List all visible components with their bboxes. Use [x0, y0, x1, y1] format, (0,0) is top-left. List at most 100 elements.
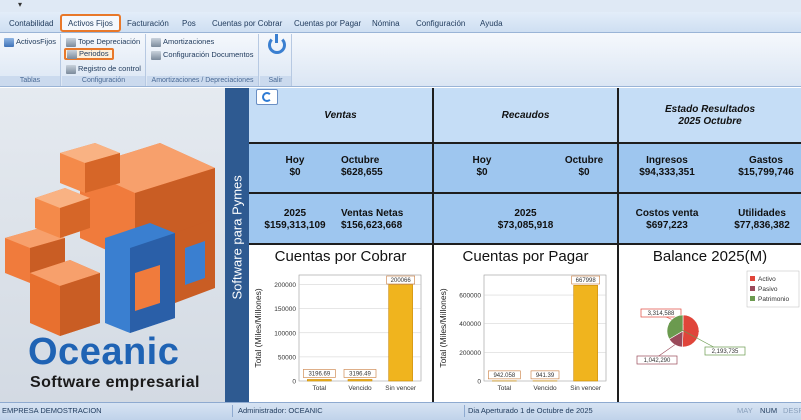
ventas-mes-label: Octubre [341, 155, 380, 166]
legend-swatch [750, 286, 755, 291]
ventas-header: Ventas [324, 110, 357, 121]
pie-data-label: 3,314,588 [648, 311, 675, 317]
registro-control-button[interactable]: Registro de control [66, 63, 141, 75]
menu-bar: Contabilidad Activos Fijos Facturación P… [0, 12, 801, 33]
cube-logo-icon [5, 143, 215, 336]
ventas-year-cell: 2025 $159,313,109 Ventas Netas $156,623,… [249, 194, 434, 245]
y-tick-label: 200000 [459, 350, 481, 357]
vertical-brand-text: Software para Pymes [229, 175, 245, 300]
status-separator [232, 405, 233, 417]
recaudos-mes-label: Octubre [564, 155, 604, 166]
bar [347, 379, 373, 382]
status-usuario: Administrador: OCEANIC [238, 406, 323, 415]
refresh-icon [262, 92, 272, 102]
ribbon-group-amortizaciones: Amortizaciones Configuración Documentos … [147, 34, 259, 86]
legend-swatch [750, 296, 755, 301]
pie-label-box [640, 308, 682, 318]
pie-label-box [704, 346, 746, 356]
pie-slice [682, 314, 700, 348]
estado-header-period: 2025 Octubre [678, 116, 742, 127]
data-label: 667998 [576, 278, 597, 284]
legend-entry: Pasivo [758, 286, 778, 293]
tab-pos[interactable]: Pos [182, 19, 196, 28]
y-tick-label: 100000 [274, 330, 296, 337]
utilidades-value: $77,836,382 [734, 220, 790, 231]
data-label-box [571, 275, 600, 285]
group-label-configuracion: Configuración [62, 76, 145, 86]
y-tick-label: 600000 [459, 293, 481, 300]
ingresos-value: $94,333,351 [639, 167, 695, 178]
activos-fijos-button[interactable]: ActivosFijos [4, 36, 56, 48]
legend-entry: Patrimonio [758, 296, 789, 303]
ventas-hoy-value: $0 [289, 167, 301, 178]
data-label: 200066 [391, 278, 412, 284]
ventas-year-value: $159,313,109 [264, 220, 326, 231]
ventas-year-label: 2025 [283, 208, 307, 219]
status-desp: DESP [783, 406, 801, 415]
data-label-box [343, 369, 377, 378]
vertical-brand-strip: Software para Pymes [225, 88, 249, 402]
ventas-header-cell: Ventas [249, 88, 434, 144]
ribbon-group-configuracion: Tope Depreciación Periodos Registro de c… [62, 34, 146, 86]
brand-name: Oceanic [28, 331, 180, 373]
ingresos-label: Ingresos [646, 155, 688, 166]
tab-ayuda[interactable]: Ayuda [480, 19, 503, 28]
group-label-amortizaciones: Amortizaciones / Depreciaciones [147, 76, 258, 86]
data-label: 3196.49 [349, 371, 371, 377]
document-icon [151, 50, 161, 60]
tab-cuentas-por-pagar[interactable]: Cuentas por Pagar [294, 19, 362, 28]
costos-value: $697,223 [646, 220, 688, 231]
y-axis-label: Total (Miles/Millones) [438, 288, 448, 368]
ribbon-group-salir: Salir [260, 34, 292, 86]
tope-depreciacion-button[interactable]: Tope Depreciación [66, 36, 140, 48]
legend-entry: Activo [758, 276, 776, 283]
chart-pagar-title: Cuentas por Pagar [462, 248, 589, 265]
ventas-netas-value: $156,623,668 [341, 220, 403, 231]
tab-configuracion[interactable]: Configuración [416, 19, 466, 28]
configuracion-documentos-button[interactable]: Configuración Documentos [151, 49, 253, 61]
legend-box [746, 270, 800, 308]
tab-nomina[interactable]: Nómina [372, 19, 400, 28]
pie-data-label: 2,193,735 [712, 349, 739, 355]
x-tick-label: Total [312, 385, 326, 392]
ventas-mes-value: $628,655 [341, 167, 383, 178]
periodos-button[interactable]: Periodos [64, 48, 114, 60]
chart-balance: Balance 2025(M) 3,314,588 1,042,290 2,193,… [619, 245, 801, 402]
tab-facturacion[interactable]: Facturación [127, 19, 169, 28]
x-tick-label: Sin vencer [570, 385, 602, 392]
y-tick-label: 200000 [274, 282, 296, 289]
chart-cobrar-title: Cuentas por Cobrar [274, 248, 407, 265]
y-axis-label: Total (Miles/Millones) [253, 288, 263, 368]
power-icon[interactable] [268, 34, 286, 54]
chart-balance-svg: 3,314,588 1,042,290 2,193,735 Activo Pasivo P… [636, 270, 800, 365]
table-icon [4, 37, 14, 47]
gastos-label: Gastos [749, 155, 783, 166]
gastos-value: $15,799,746 [738, 167, 794, 178]
quick-access-dropdown-icon[interactable]: ▾ [18, 0, 23, 9]
tab-contabilidad[interactable]: Contabilidad [9, 19, 54, 28]
ventas-hoy-label: Hoy [285, 155, 305, 166]
chart-cuentas-cobrar: Cuentas por Cobrar 0 50000 100000 150000 200… [249, 245, 434, 402]
refresh-button[interactable] [256, 89, 278, 105]
register-icon [66, 64, 76, 74]
chart-pagar-svg: 0 200000 400000 600000 Total (Miles/Millones… [438, 274, 607, 392]
y-tick-label: 0 [292, 379, 296, 386]
recaudos-hoy-label: Hoy [472, 155, 492, 166]
bar [573, 285, 598, 382]
x-tick-label: Total [497, 385, 511, 392]
brand-panel: Oceanic Software empresarial [0, 88, 225, 402]
utilidades-label: Utilidades [738, 208, 786, 219]
ventas-netas-label: Ventas Netas [341, 208, 404, 219]
tab-activos-fijos[interactable]: Activos Fijos [60, 14, 121, 32]
data-label: 941.39 [536, 373, 555, 379]
costos-label: Costos venta [635, 208, 699, 219]
x-tick-label: Sin vencer [385, 385, 417, 392]
tab-cuentas-por-cobrar[interactable]: Cuentas por Cobrar [212, 19, 283, 28]
settings-icon [66, 37, 76, 47]
y-tick-label: 0 [477, 379, 481, 386]
bar [388, 284, 413, 382]
amortizaciones-button[interactable]: Amortizaciones [151, 36, 214, 48]
status-bar: EMPRESA DEMOSTRACION Administrador: OCEA… [0, 402, 801, 420]
data-label: 942.058 [493, 373, 515, 379]
